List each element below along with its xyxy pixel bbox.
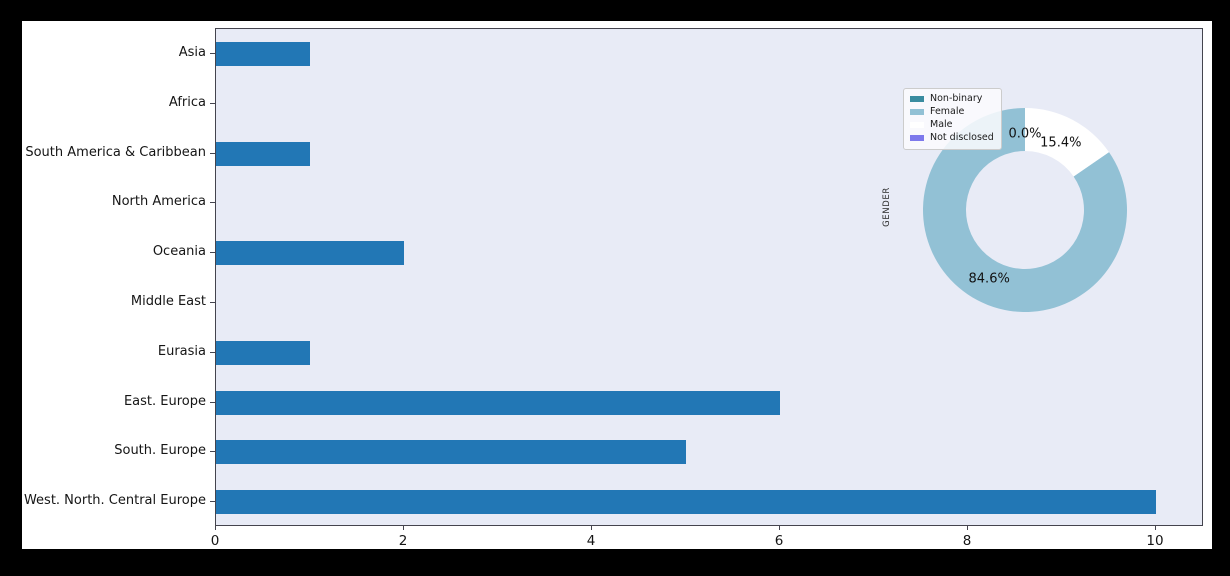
bar-eurasia — [216, 340, 310, 365]
legend-swatch-non-binary — [910, 96, 924, 103]
bar-south-europe — [216, 440, 686, 465]
donut-slice-female — [923, 108, 1127, 312]
gender-donut-chart: 0.0% 84.6% 15.4% — [923, 108, 1127, 312]
y-tick-label-south-america-caribbean: South America & Caribbean — [25, 144, 206, 160]
bar-asia — [216, 41, 310, 66]
donut-slice-male — [1025, 108, 1110, 177]
y-tick-mark — [210, 401, 215, 403]
legend-label: Female — [930, 106, 965, 117]
legend-swatch-not-disclosed — [910, 135, 924, 142]
x-tick-label-0: 0 — [210, 533, 220, 549]
y-tick-label-south-europe: South. Europe — [114, 443, 206, 459]
y-tick-mark — [210, 501, 215, 503]
legend-swatch-female — [910, 109, 924, 116]
legend-item-non-binary: Non-binary — [910, 93, 994, 105]
y-tick-label-africa: Africa — [168, 94, 206, 110]
y-tick-mark — [210, 102, 215, 104]
y-tick-mark — [210, 351, 215, 353]
legend-label: Male — [930, 119, 953, 130]
legend-item-male: Male — [910, 119, 994, 131]
x-tick-label-4: 4 — [586, 533, 596, 549]
y-tick-label-east-europe: East. Europe — [123, 393, 206, 409]
y-tick-label-oceania: Oceania — [152, 244, 206, 260]
x-tick-label-6: 6 — [774, 533, 784, 549]
legend-item-not-disclosed: Not disclosed — [910, 132, 994, 144]
y-tick-mark — [210, 252, 215, 254]
y-tick-label-north-america: North America — [111, 194, 206, 210]
x-tick-label-10: 10 — [1146, 533, 1164, 549]
figure: Asia Africa South America & Caribbean North… — [22, 21, 1212, 549]
bar-south-america-caribbean — [216, 141, 310, 166]
x-tick-mark — [1155, 526, 1157, 530]
x-tick-mark — [215, 526, 217, 530]
donut-pct-label: 15.4% — [1040, 135, 1081, 150]
x-tick-mark — [591, 526, 593, 530]
bar-west-north-central-europe — [216, 490, 1156, 515]
donut-axis-title: GENDER — [882, 187, 892, 227]
legend-label: Not disclosed — [930, 132, 994, 143]
legend-item-female: Female — [910, 106, 994, 118]
x-tick-mark — [403, 526, 405, 530]
y-tick-mark — [210, 451, 215, 453]
y-tick-label-middle-east: Middle East — [130, 293, 206, 309]
y-tick-mark — [210, 301, 215, 304]
y-tick-mark — [210, 52, 215, 55]
x-tick-mark — [779, 526, 781, 530]
bar-east-europe — [216, 390, 780, 415]
y-tick-label-eurasia: Eurasia — [157, 343, 206, 359]
x-tick-mark — [967, 526, 969, 530]
donut-pct-label: 0.0% — [1008, 127, 1041, 142]
x-tick-label-8: 8 — [962, 533, 972, 549]
y-tick-mark — [210, 202, 215, 204]
y-tick-label-asia: Asia — [178, 44, 206, 60]
donut-legend: Non-binary Female Male Not disclosed — [903, 88, 1002, 150]
y-tick-mark — [210, 152, 215, 154]
legend-swatch-male — [910, 122, 924, 129]
donut-pct-label: 84.6% — [969, 272, 1010, 287]
bar-oceania — [216, 241, 404, 266]
x-tick-label-2: 2 — [398, 533, 408, 549]
y-tick-label-west-north-central-europe: West. North. Central Europe — [23, 493, 206, 509]
legend-label: Non-binary — [930, 93, 983, 104]
